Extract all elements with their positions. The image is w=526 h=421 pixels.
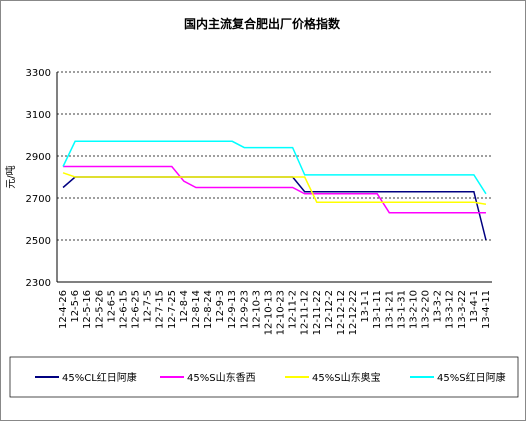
x-tick-label: 12-6-25 bbox=[131, 290, 142, 329]
x-tick-label: 12-10-13 bbox=[263, 290, 274, 335]
x-tick-label: 12-12-2 bbox=[324, 290, 335, 329]
x-tick-label: 13-1-21 bbox=[384, 290, 395, 329]
x-tick-label: 12-8-24 bbox=[203, 290, 214, 329]
y-tick-label: 2700 bbox=[26, 194, 51, 205]
x-tick-label: 12-4-26 bbox=[58, 290, 69, 329]
x-tick-label: 12-6-15 bbox=[118, 290, 129, 329]
legend-label: 45%S山东香西 bbox=[187, 371, 256, 384]
x-tick-label: 12-5-6 bbox=[70, 290, 81, 323]
x-tick-label: 13-1-31 bbox=[396, 290, 407, 329]
legend-box bbox=[9, 356, 519, 398]
x-tick-label: 12-9-13 bbox=[227, 290, 238, 329]
x-tick-label: 12-10-23 bbox=[276, 290, 287, 335]
x-tick-label: 13-4-1 bbox=[469, 290, 480, 323]
x-tick-label: 13-4-11 bbox=[481, 290, 492, 329]
x-tick-label: 12-10-3 bbox=[251, 290, 262, 329]
x-tick-label: 12-7-5 bbox=[143, 290, 154, 323]
x-tick-label: 13-3-22 bbox=[457, 290, 468, 329]
x-tick-label: 12-11-12 bbox=[300, 290, 311, 335]
x-tick-label: 13-1-1 bbox=[360, 290, 371, 323]
legend-label: 45%CL红日阿康 bbox=[62, 371, 137, 384]
y-tick-label: 2300 bbox=[26, 278, 51, 289]
series-line bbox=[62, 172, 487, 206]
x-tick-label: 12-8-14 bbox=[191, 290, 202, 329]
x-tick-label: 12-5-26 bbox=[94, 290, 105, 329]
x-tick-label: 12-11-22 bbox=[312, 290, 323, 335]
x-tick-label: 12-8-4 bbox=[179, 290, 190, 323]
chart-title: 国内主流复合肥出厂价格指数 bbox=[184, 16, 341, 31]
legend-label: 45%S山东奥宝 bbox=[312, 371, 381, 384]
x-tick-label: 12-9-3 bbox=[215, 290, 226, 323]
x-tick-label: 12-9-23 bbox=[239, 290, 250, 329]
y-tick-label: 3100 bbox=[26, 110, 51, 121]
x-tick-label: 12-12-22 bbox=[348, 290, 359, 335]
x-tick-label: 13-2-10 bbox=[408, 290, 419, 329]
series-line bbox=[63, 165, 486, 214]
x-tick-label: 12-12-12 bbox=[336, 290, 347, 335]
legend-label: 45%S红日阿康 bbox=[437, 371, 506, 384]
y-axis-label: 元/吨 bbox=[4, 165, 17, 188]
y-tick-label: 2500 bbox=[26, 236, 51, 247]
x-tick-label: 12-6-5 bbox=[106, 290, 117, 323]
x-tick-label: 12-7-25 bbox=[167, 290, 178, 329]
x-tick-label: 13-1-11 bbox=[372, 290, 383, 329]
x-tick-label: 12-7-15 bbox=[155, 290, 166, 329]
x-tick-label: 13-2-20 bbox=[421, 290, 432, 329]
x-tick-label: 13-3-2 bbox=[433, 290, 444, 323]
y-tick-label: 3300 bbox=[26, 68, 51, 79]
x-tick-label: 12-5-16 bbox=[82, 290, 93, 329]
x-tick-label: 13-3-12 bbox=[445, 290, 456, 329]
y-tick-label: 2900 bbox=[26, 152, 51, 163]
series-line bbox=[62, 140, 487, 195]
x-tick-label: 12-11-2 bbox=[288, 290, 299, 329]
